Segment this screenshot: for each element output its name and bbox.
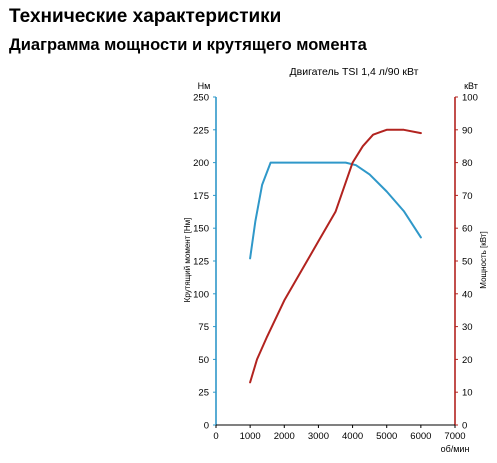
left-axis-tick-label: 225 (193, 125, 209, 136)
left-axis-tick-label: 175 (193, 191, 209, 202)
left-axis-label: Крутящий момент [Нм] (183, 218, 192, 303)
left-axis-tick-label: 150 (193, 224, 209, 235)
right-axis-tick-label: 30 (462, 322, 473, 333)
left-axis-unit: Нм (198, 81, 211, 91)
right-axis-tick-label: 40 (462, 289, 473, 300)
x-axis-tick-label: 1000 (240, 431, 261, 442)
left-axis-tick-label: 200 (193, 158, 209, 169)
x-axis-label: об/мин (441, 444, 470, 454)
left-axis-tick-label: 125 (193, 257, 209, 268)
x-axis-tick-label: 6000 (410, 431, 431, 442)
chart-title: Двигатель TSI 1,4 л/90 кВт (290, 66, 419, 78)
power-curve-line (249, 128, 422, 384)
left-axis-tick-label: 50 (198, 355, 209, 366)
left-axis-tick-label: 75 (198, 322, 209, 333)
x-axis-tick-label: 7000 (444, 431, 465, 442)
page-subtitle: Диаграмма мощности и крутящего момента (9, 36, 367, 54)
left-axis-tick-label: 250 (193, 93, 209, 104)
x-axis-tick-label: 0 (213, 431, 218, 442)
page-title: Технические характеристики (9, 6, 282, 27)
left-axis-tick-label: 100 (193, 289, 209, 300)
right-axis-tick-label: 0 (462, 421, 467, 432)
right-axis-tick-label: 70 (462, 191, 473, 202)
x-axis-tick-label: 2000 (274, 431, 295, 442)
right-axis-tick-label: 80 (462, 158, 473, 169)
right-axis-tick-label: 10 (462, 388, 473, 399)
x-axis-tick-label: 3000 (308, 431, 329, 442)
right-axis-unit: кВт (464, 81, 478, 91)
right-axis-tick-label: 100 (462, 93, 478, 104)
x-axis-tick-label: 5000 (376, 431, 397, 442)
right-axis-tick-label: 20 (462, 355, 473, 366)
right-axis-tick-label: 90 (462, 125, 473, 136)
left-axis-tick-label: 0 (204, 421, 209, 432)
right-axis-tick-label: 60 (462, 224, 473, 235)
x-axis-tick-label: 4000 (342, 431, 363, 442)
left-axis-tick-label: 25 (198, 388, 209, 399)
right-axis-tick-label: 50 (462, 257, 473, 268)
right-axis-label: Мощность [кВт] (479, 231, 488, 288)
torque-curve-line (249, 161, 422, 260)
